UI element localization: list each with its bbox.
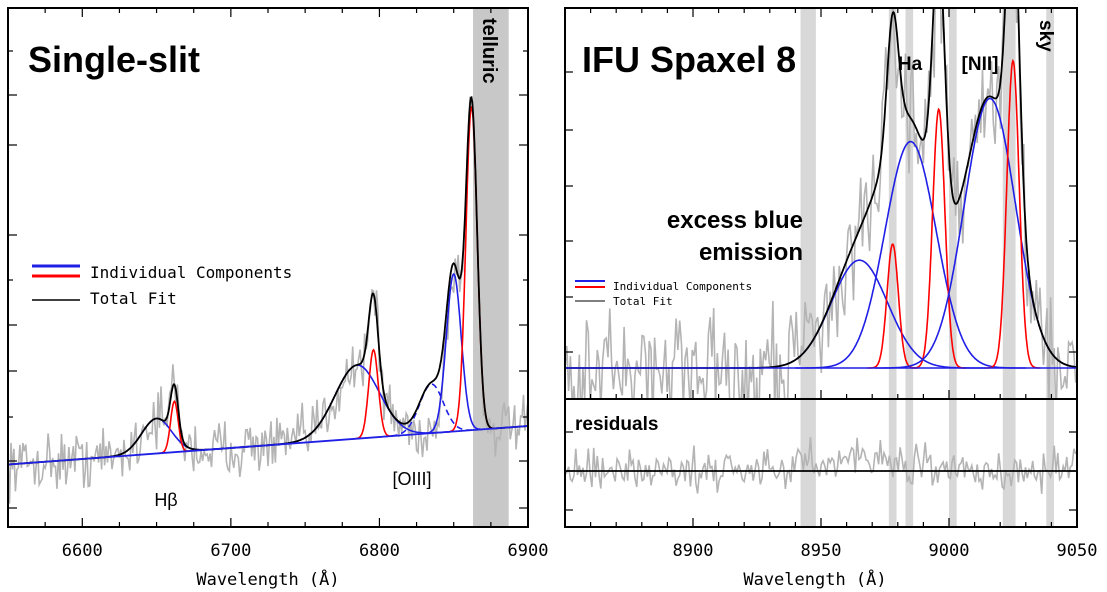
sky-band — [1046, 8, 1054, 527]
residuals-label: residuals — [575, 414, 658, 435]
legend-label-components: Individual Components — [613, 280, 752, 293]
halpha-label: Ha — [898, 54, 923, 75]
residual-plot-area — [565, 437, 1077, 494]
x-tick-label: 6600 — [62, 541, 103, 561]
sky-band — [905, 8, 914, 527]
x-tick-label: 9000 — [929, 541, 970, 561]
legend-label-total-fit: Total Fit — [613, 295, 673, 308]
oiii-label: [OIII] — [392, 469, 431, 489]
x-tick-label: 6700 — [210, 541, 251, 561]
hbeta-label: Hβ — [154, 490, 177, 510]
observed-spectrum — [565, 8, 1077, 399]
red-component-3 — [911, 107, 967, 369]
blue-component-5 — [422, 272, 485, 435]
legend-label-total-fit: Total Fit — [90, 289, 177, 308]
right-plot-area — [565, 8, 1077, 399]
x-tick-label: 8900 — [673, 541, 714, 561]
left-x-axis-label: Wavelength (Å) — [196, 568, 339, 590]
sky-label: sky — [1035, 20, 1056, 52]
sky-band — [1002, 8, 1016, 527]
red-component-1 — [158, 400, 191, 455]
left-panel: 6600 6700 6800 6900 Single-slit Wavelength (Å… — [7, 7, 549, 590]
x-tick-label: 8950 — [801, 541, 842, 561]
x-tick-label: 9050 — [1057, 541, 1098, 561]
red-component-5 — [985, 58, 1041, 369]
legend-label-components: Individual Components — [90, 263, 292, 282]
nii-label: [NII] — [962, 54, 999, 75]
right-x-axis-label: Wavelength (Å) — [743, 568, 886, 590]
x-tick-label: 6900 — [508, 541, 549, 561]
continuum-line — [8, 425, 528, 466]
residual-spectrum — [565, 437, 1077, 494]
left-plot-area — [8, 95, 528, 504]
x-tick-label: 6800 — [359, 541, 400, 561]
sky-band — [800, 8, 816, 527]
blue-component-2 — [795, 140, 1026, 369]
sky-band — [888, 8, 897, 527]
excess-blue-label: excess blue — [667, 207, 803, 234]
left-chart-title: Single-slit — [28, 39, 200, 80]
telluric-label: telluric — [478, 18, 500, 84]
emission-label: emission — [699, 239, 803, 266]
right-chart-title: IFU Spaxel 8 — [582, 39, 796, 80]
right-panel: 8900 8950 9000 9050 IFU Spaxel 8 Wavelength (… — [564, 7, 1098, 590]
sky-band — [949, 8, 957, 527]
red-component-3 — [353, 348, 393, 440]
